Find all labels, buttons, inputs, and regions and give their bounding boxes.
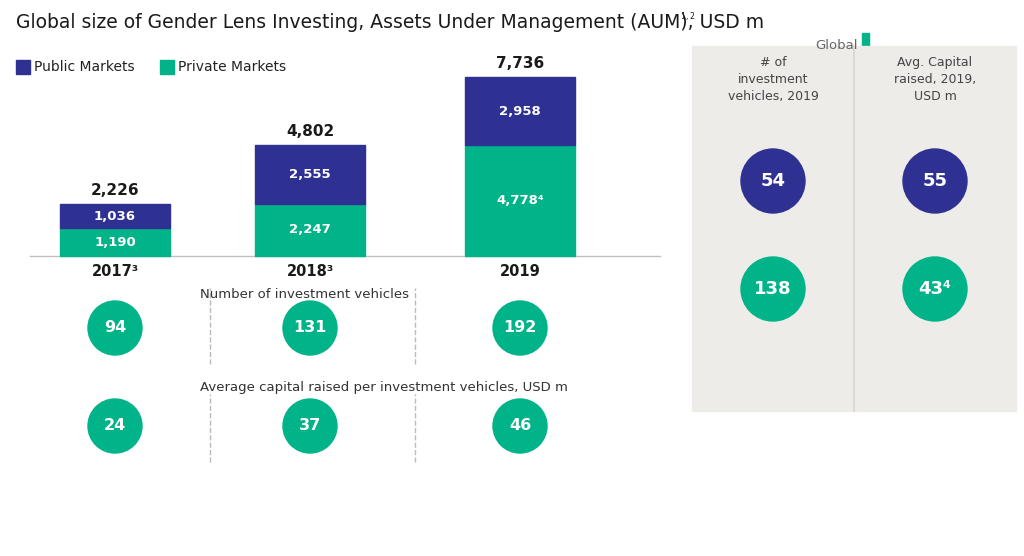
Circle shape <box>88 399 142 453</box>
Text: Global size of Gender Lens Investing, Assets Under Management (AUM), USD m: Global size of Gender Lens Investing, As… <box>16 13 764 32</box>
Bar <box>465 145 575 256</box>
Circle shape <box>903 149 967 213</box>
Bar <box>16 60 30 74</box>
Text: Avg. Capital
raised, 2019,
USD m: Avg. Capital raised, 2019, USD m <box>894 56 976 103</box>
Text: 46: 46 <box>509 419 531 434</box>
Text: 1,036: 1,036 <box>94 210 136 223</box>
Bar <box>465 77 575 145</box>
Circle shape <box>493 301 547 355</box>
Circle shape <box>88 301 142 355</box>
Text: 4,778⁴: 4,778⁴ <box>496 194 544 207</box>
Text: 131: 131 <box>293 320 327 335</box>
Circle shape <box>493 399 547 453</box>
Text: 37: 37 <box>299 419 322 434</box>
Text: Number of investment vehicles: Number of investment vehicles <box>200 287 409 300</box>
Text: Global: Global <box>815 39 858 52</box>
Text: 43⁴: 43⁴ <box>919 280 951 298</box>
Text: 2,226: 2,226 <box>91 183 139 198</box>
Text: 94: 94 <box>103 320 126 335</box>
Circle shape <box>283 301 337 355</box>
Text: Private Markets: Private Markets <box>178 60 286 74</box>
Text: # of
investment
vehicles, 2019: # of investment vehicles, 2019 <box>728 56 818 103</box>
Text: 2017³: 2017³ <box>91 264 138 279</box>
Text: $^{1,2}$: $^{1,2}$ <box>680 13 695 23</box>
Text: Average capital raised per investment vehicles, USD m: Average capital raised per investment ve… <box>200 381 568 395</box>
Text: 24: 24 <box>103 419 126 434</box>
Bar <box>255 204 365 256</box>
Text: 54: 54 <box>761 172 785 190</box>
Bar <box>692 46 1016 411</box>
Circle shape <box>741 149 805 213</box>
Text: 2,247: 2,247 <box>289 224 331 236</box>
Text: 192: 192 <box>504 320 537 335</box>
Circle shape <box>903 257 967 321</box>
Text: 2018³: 2018³ <box>287 264 334 279</box>
Text: Public Markets: Public Markets <box>34 60 134 74</box>
Circle shape <box>741 257 805 321</box>
Text: 55: 55 <box>923 172 947 190</box>
Bar <box>60 229 170 256</box>
Bar <box>60 205 170 229</box>
Bar <box>862 33 869 55</box>
Bar <box>160 60 174 74</box>
Bar <box>255 145 365 204</box>
Text: 2,555: 2,555 <box>289 168 331 181</box>
Text: 2,958: 2,958 <box>499 105 541 117</box>
Text: 1,190: 1,190 <box>94 236 136 249</box>
Text: 7,736: 7,736 <box>496 56 544 71</box>
Text: 4,802: 4,802 <box>286 124 334 139</box>
Text: 138: 138 <box>755 280 792 298</box>
Text: 2019: 2019 <box>500 264 541 279</box>
Circle shape <box>283 399 337 453</box>
